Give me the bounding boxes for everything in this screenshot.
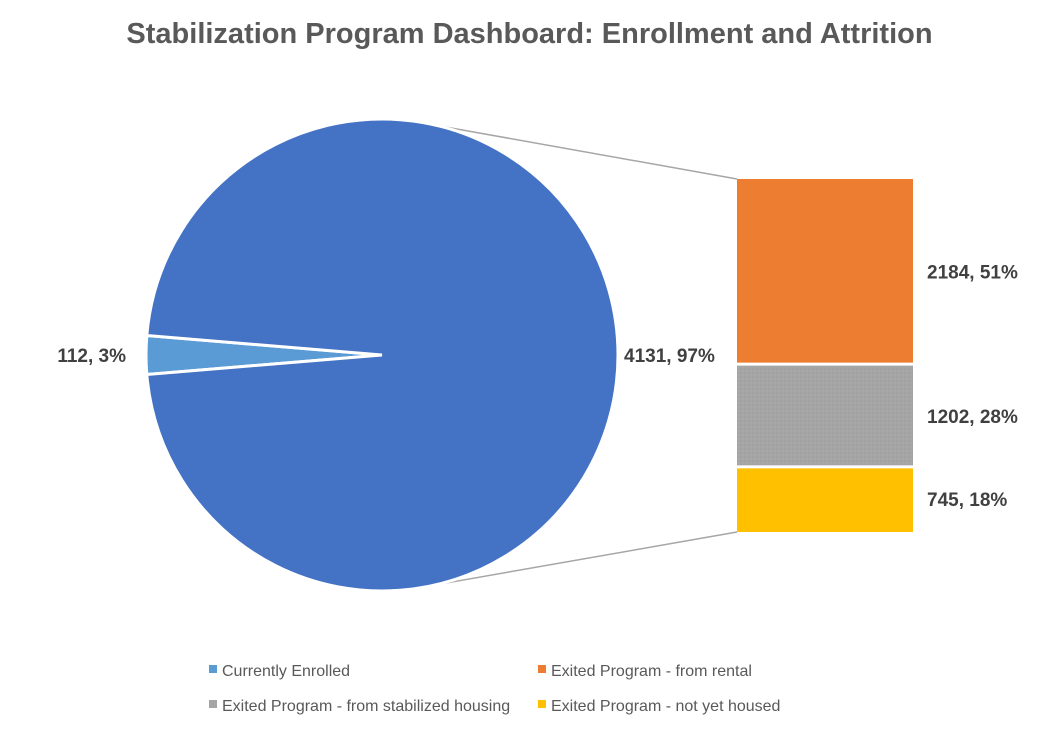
legend-item-not-yet-housed[interactable]: Exited Program - not yet housed — [538, 698, 780, 715]
legend-item-from-stabilized-housing[interactable]: Exited Program - from stabilized housing — [209, 698, 510, 715]
legend-swatch — [538, 700, 546, 708]
chart-title: Stabilization Program Dashboard: Enrollm… — [126, 18, 933, 50]
bar-segment-from-stabilized-housing[interactable] — [737, 365, 913, 466]
legend-item-from-rental[interactable]: Exited Program - from rental — [538, 663, 752, 680]
legend-swatch — [209, 665, 217, 673]
legend-label: Exited Program - from stabilized housing — [222, 698, 510, 715]
legend-label: Exited Program - not yet housed — [551, 698, 780, 715]
bar-segment-not-yet-housed[interactable] — [737, 468, 913, 532]
data-label-currently-enrolled: 112, 3% — [57, 346, 126, 367]
legend-label: Exited Program - from rental — [551, 663, 752, 680]
data-label-from-stabilized-housing: 1202, 28% — [927, 407, 1018, 428]
connector-line-top — [410, 119, 738, 180]
legend-label: Currently Enrolled — [222, 663, 350, 680]
legend-swatch — [209, 700, 217, 708]
legend-swatch — [538, 665, 546, 673]
data-label-from-rental: 2184, 51% — [927, 262, 1018, 283]
connector-line-bottom — [410, 531, 738, 591]
pie-slice-exited-program[interactable] — [145, 117, 620, 593]
bar-segment-from-rental[interactable] — [737, 179, 913, 363]
data-label-not-yet-housed: 745, 18% — [927, 490, 1007, 511]
legend-item-currently-enrolled[interactable]: Currently Enrolled — [209, 663, 350, 680]
data-label-exited-program: 4131, 97% — [624, 346, 715, 367]
